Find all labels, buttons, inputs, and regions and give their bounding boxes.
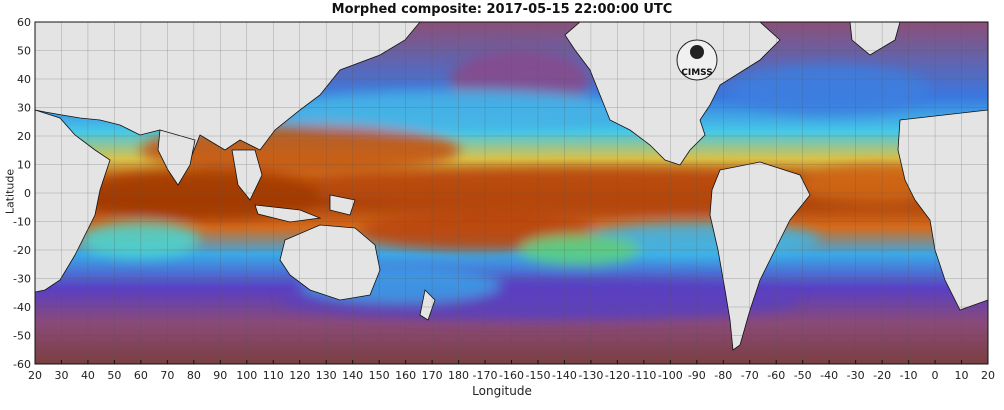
y-tick-label: 10 [17, 159, 31, 172]
x-tick-label: 60 [134, 369, 148, 382]
x-tick-label: -40 [820, 369, 838, 382]
x-tick-label: 20 [28, 369, 42, 382]
y-tick-label: -20 [13, 244, 31, 257]
y-tick-label: 50 [17, 45, 31, 58]
y-tick-label: 40 [17, 73, 31, 86]
x-tick-label: -170 [473, 369, 498, 382]
x-tick-label: -30 [847, 369, 865, 382]
x-tick-label: -140 [552, 369, 577, 382]
y-tick-label: 30 [17, 102, 31, 115]
x-tick-label: -20 [873, 369, 891, 382]
map-title: Morphed composite: 2017-05-15 22:00:00 U… [331, 2, 673, 17]
y-tick-label: -10 [13, 216, 31, 229]
x-tick-label: 110 [263, 369, 284, 382]
y-tick-label: -50 [13, 330, 31, 343]
y-tick-label: 0 [24, 187, 31, 200]
x-tick-label: -60 [767, 369, 785, 382]
x-tick-label: 20 [981, 369, 995, 382]
x-tick-label: 40 [81, 369, 95, 382]
land-masses [35, 22, 988, 351]
x-tick-label: 10 [955, 369, 969, 382]
graticule [35, 22, 988, 364]
x-axis-label: Longitude [472, 384, 532, 398]
x-tick-label: 180 [448, 369, 469, 382]
y-ticks: 60 50 40 30 20 10 0 -10 -20 -30 -40 -50 -60 [13, 16, 31, 371]
x-tick-label: 50 [107, 369, 121, 382]
x-tick-label: 130 [316, 369, 337, 382]
x-tick-label: -80 [714, 369, 732, 382]
x-tick-label: -70 [741, 369, 759, 382]
x-tick-label: 150 [369, 369, 390, 382]
x-tick-label: -150 [525, 369, 550, 382]
x-tick-label: 80 [187, 369, 201, 382]
y-tick-label: -30 [13, 273, 31, 286]
x-tick-label: -50 [794, 369, 812, 382]
x-tick-label: 70 [160, 369, 174, 382]
x-tick-label: 170 [422, 369, 443, 382]
cimss-logo: CIMSS [676, 39, 718, 81]
x-tick-label: -130 [578, 369, 603, 382]
x-tick-label: 140 [342, 369, 363, 382]
x-tick-label: 30 [54, 369, 68, 382]
y-tick-label: 20 [17, 130, 31, 143]
logo-text: CIMSS [681, 68, 712, 78]
x-tick-label: -90 [688, 369, 706, 382]
y-tick-label: -60 [13, 358, 31, 371]
x-tick-label: -10 [900, 369, 918, 382]
x-tick-label: 100 [236, 369, 257, 382]
x-tick-label: 160 [395, 369, 416, 382]
x-tick-label: 90 [213, 369, 227, 382]
x-tick-label: -160 [499, 369, 524, 382]
x-ticks: 20 30 40 50 60 70 80 90 100 110 120 130 140 150 160 170… [28, 360, 995, 382]
y-tick-label: -40 [13, 301, 31, 314]
x-tick-label: 120 [289, 369, 310, 382]
x-tick-label: -110 [631, 369, 656, 382]
x-tick-label: -100 [658, 369, 683, 382]
x-tick-label: -120 [605, 369, 630, 382]
x-tick-label: 0 [932, 369, 939, 382]
y-tick-label: 60 [17, 16, 31, 29]
